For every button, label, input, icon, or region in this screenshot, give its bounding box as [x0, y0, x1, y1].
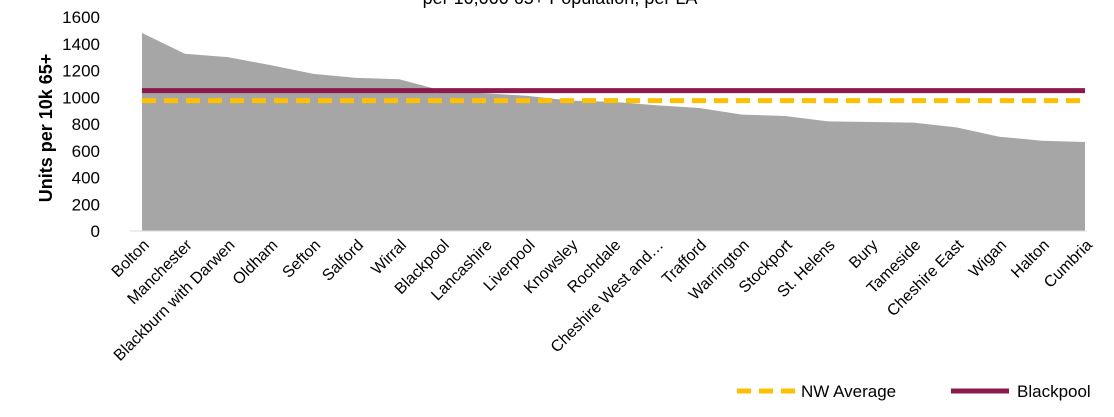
x-tick-label: Salford — [319, 237, 367, 285]
y-tick-label: 800 — [72, 115, 100, 134]
x-tick-label: Wirral — [368, 237, 410, 279]
y-tick-label: 200 — [72, 195, 100, 214]
plot-area — [130, 33, 1087, 231]
y-tick-label: 0 — [91, 222, 100, 241]
x-tick-label: Cheshire East — [884, 236, 967, 319]
area-series — [142, 33, 1085, 231]
y-tick-label: 1000 — [62, 88, 100, 107]
y-tick-label: 1200 — [62, 62, 100, 81]
y-axis-label: Units per 10k 65+ — [36, 54, 56, 203]
y-tick-label: 1600 — [62, 8, 100, 27]
y-tick-label: 1400 — [62, 35, 100, 54]
chart-title: per 10,000 65+ Population, per LA — [423, 0, 698, 8]
x-tick-label: Wigan — [966, 237, 1010, 281]
y-tick-label: 600 — [72, 142, 100, 161]
nw-average-legend-label: NW Average — [801, 382, 896, 401]
x-tick-label: Cumbria — [1041, 237, 1096, 292]
x-tick-label: Bury — [846, 237, 881, 272]
x-tick-label: Oldham — [230, 237, 282, 289]
x-tick-label: Sefton — [280, 237, 325, 282]
blackpool-legend-label: Blackpool — [1017, 382, 1091, 401]
y-axis-ticks: 0 200 400 600 800 1000 1200 1400 1600 — [62, 8, 100, 241]
legend: NW Average Blackpool — [737, 382, 1091, 401]
y-tick-label: 400 — [72, 169, 100, 188]
